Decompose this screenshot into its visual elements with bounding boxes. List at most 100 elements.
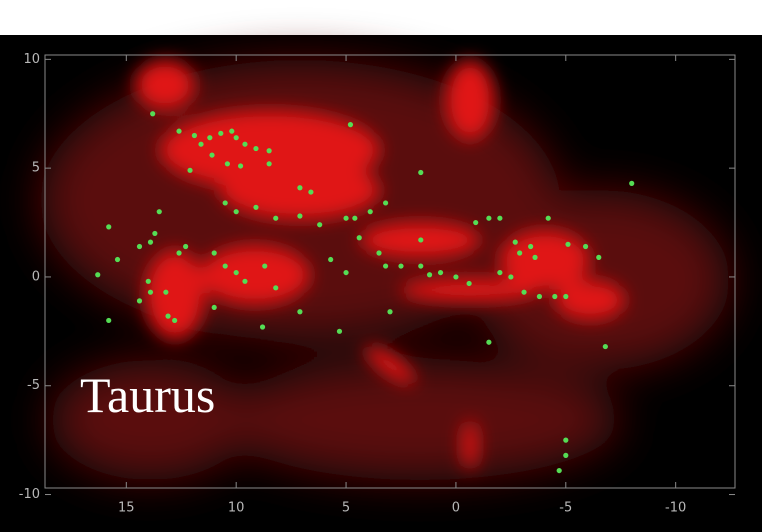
point	[233, 209, 239, 215]
point	[563, 293, 569, 300]
point	[187, 167, 193, 173]
point	[207, 135, 213, 141]
point	[347, 122, 354, 128]
point	[253, 145, 259, 152]
x-tick-label: -10	[665, 501, 686, 516]
point	[343, 215, 349, 221]
x-tick-label: -5	[559, 501, 572, 516]
point	[497, 215, 503, 221]
point	[136, 298, 143, 304]
point	[602, 343, 608, 350]
annotation: Taurus	[80, 367, 215, 423]
point	[517, 250, 523, 256]
point	[211, 250, 217, 256]
point	[156, 209, 162, 215]
point	[297, 309, 303, 315]
point	[565, 241, 571, 247]
point	[172, 317, 178, 324]
point	[437, 269, 444, 276]
point	[596, 254, 602, 260]
point	[486, 339, 492, 345]
point	[532, 254, 538, 260]
point	[453, 274, 459, 280]
point	[242, 141, 248, 147]
point	[237, 163, 244, 169]
point	[273, 285, 279, 291]
point	[398, 263, 404, 269]
point	[521, 289, 527, 295]
point	[497, 269, 503, 276]
point	[147, 239, 154, 245]
point	[114, 256, 121, 263]
point	[466, 280, 472, 287]
point	[218, 130, 224, 136]
point	[106, 224, 112, 230]
y-tick-label: -10	[19, 487, 40, 502]
y-tick-label: 10	[23, 52, 40, 67]
point	[367, 209, 373, 215]
point	[376, 250, 382, 256]
point	[147, 289, 154, 295]
point	[222, 200, 228, 206]
point	[198, 141, 204, 147]
point	[383, 263, 389, 269]
plot-frame	[44, 54, 736, 489]
point	[317, 222, 323, 228]
point	[545, 215, 551, 221]
y-tick-label: -5	[27, 378, 40, 393]
point	[512, 239, 518, 245]
y-tick-label: 5	[32, 161, 40, 176]
point	[508, 274, 514, 280]
point	[222, 263, 228, 269]
point	[418, 169, 424, 176]
point	[211, 304, 217, 311]
point	[426, 272, 433, 278]
point	[95, 272, 101, 278]
point	[387, 309, 393, 315]
point	[176, 128, 182, 134]
point	[233, 135, 239, 141]
point	[556, 467, 562, 474]
point	[262, 263, 268, 269]
point	[528, 243, 534, 250]
point	[209, 152, 215, 158]
point	[229, 128, 235, 134]
point	[224, 161, 230, 167]
point	[328, 256, 334, 263]
point	[297, 213, 303, 219]
point	[352, 215, 358, 221]
y-tick-label: 0	[32, 269, 40, 284]
point	[259, 324, 266, 330]
point	[418, 263, 424, 269]
point	[418, 237, 424, 243]
x-tick-label: 0	[452, 501, 460, 516]
x-tick-label: 10	[228, 501, 245, 516]
point	[136, 243, 143, 250]
point	[266, 148, 272, 154]
point	[266, 161, 272, 167]
point	[163, 289, 169, 295]
point	[336, 328, 343, 334]
point	[383, 200, 389, 206]
point	[473, 219, 479, 226]
point	[191, 132, 198, 139]
x-tick-label: 15	[118, 501, 135, 516]
nebula	[40, 60, 730, 480]
point	[253, 204, 259, 210]
point	[297, 185, 303, 191]
point	[552, 293, 558, 300]
point	[308, 189, 314, 195]
point	[165, 313, 171, 319]
point	[242, 278, 248, 284]
point	[563, 452, 569, 458]
point	[536, 293, 543, 300]
point	[356, 235, 362, 241]
point	[343, 269, 349, 276]
x-tick-label: 5	[342, 501, 350, 516]
point	[150, 111, 156, 117]
point	[183, 243, 189, 250]
point	[563, 437, 569, 443]
point	[273, 215, 279, 221]
point	[486, 215, 492, 221]
